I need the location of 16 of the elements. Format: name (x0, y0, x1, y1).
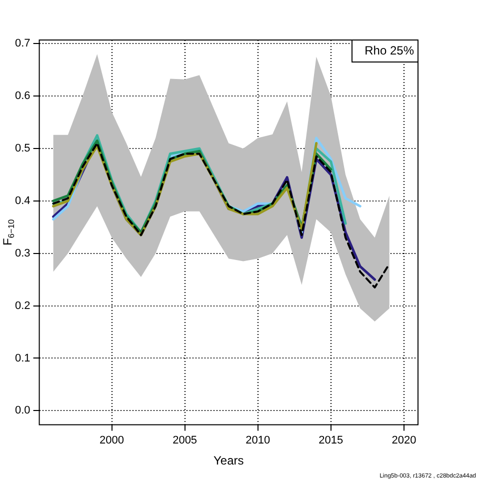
y-tick-label: 0.7 (14, 38, 30, 50)
x-tick-label: 2010 (246, 434, 270, 446)
y-axis-title: F6−10 (0, 218, 16, 246)
y-tick-label: 0.6 (14, 90, 30, 102)
x-tick-label: 2000 (100, 434, 124, 446)
y-tick-label: 0.4 (14, 194, 30, 207)
y-tick-label: 0.5 (14, 142, 30, 155)
y-tick-label: 0.0 (14, 404, 30, 417)
annotation: Rho 25% (364, 43, 414, 58)
x-axis-title: Years (214, 453, 244, 468)
y-tick-label: 0.1 (14, 352, 30, 364)
x-tick-label: 2005 (172, 434, 198, 446)
x-tick-label: 2020 (392, 434, 416, 446)
y-tick-label: 0.2 (14, 300, 30, 312)
y-tick-label: 0.3 (14, 247, 30, 260)
x-tick-label: 2015 (318, 434, 344, 446)
